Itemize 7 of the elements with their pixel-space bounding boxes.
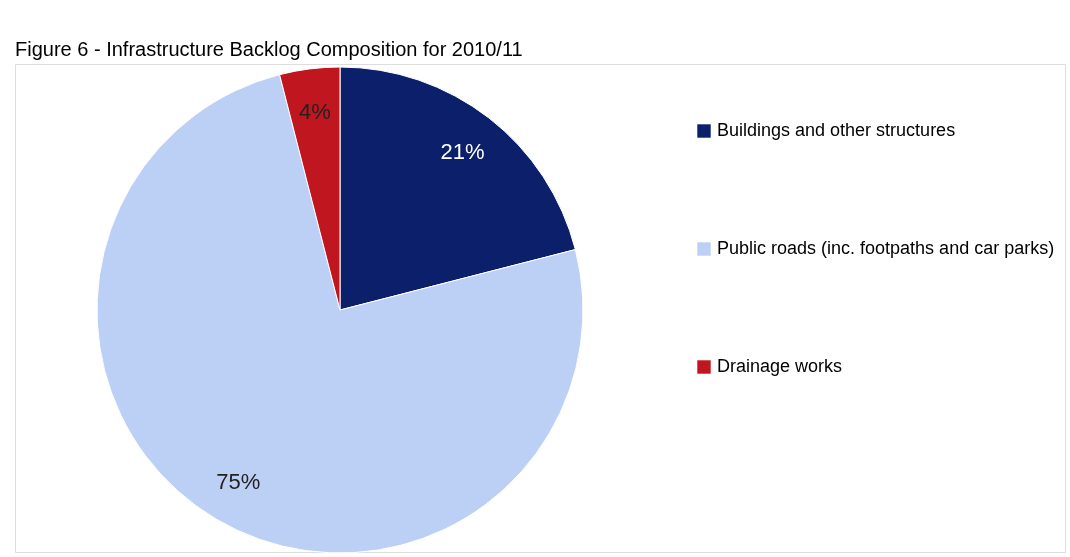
chart-title: Figure 6 - Infrastructure Backlog Composition for 2010/11 bbox=[15, 38, 523, 60]
legend-label: Public roads (inc. footpaths and car parks) bbox=[717, 238, 1055, 258]
legend-label: Buildings and other structures bbox=[717, 120, 956, 140]
data-label: 21% bbox=[440, 138, 485, 164]
data-label: 75% bbox=[216, 469, 261, 495]
legend-label: Drainage works bbox=[717, 356, 843, 376]
data-label: 4% bbox=[299, 98, 331, 124]
